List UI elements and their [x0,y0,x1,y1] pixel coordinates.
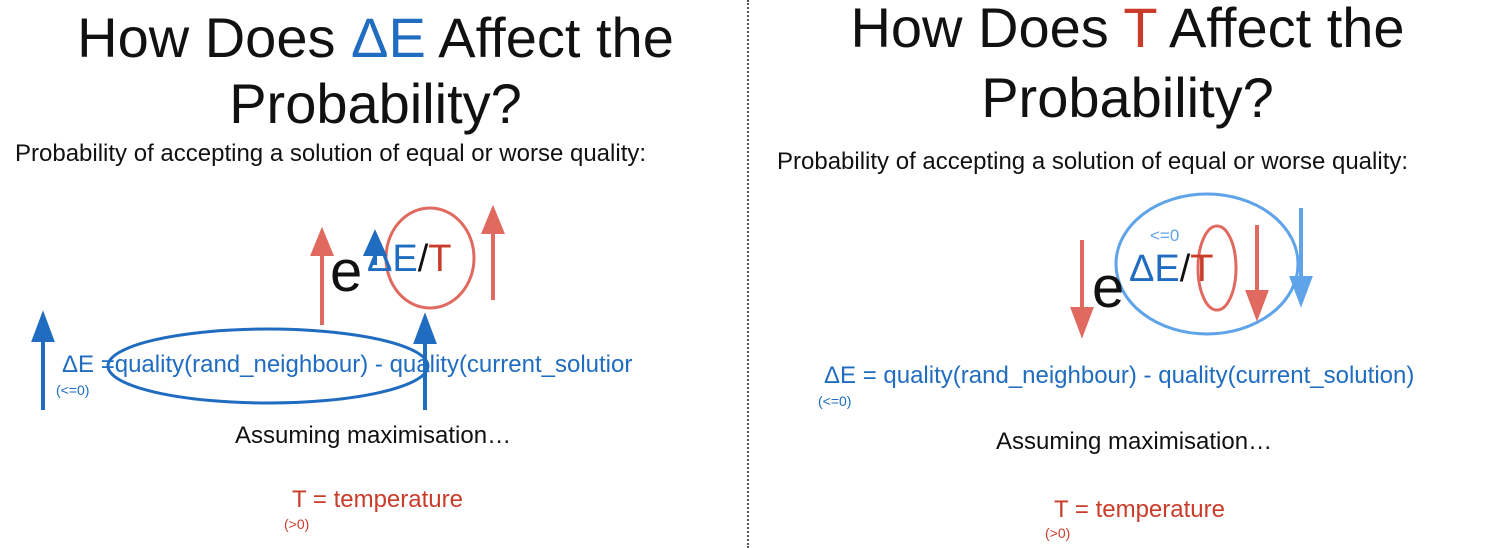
formula-neighbour-quality: quality(rand_neighbour) [114,351,369,378]
temperature-note: (>0) [284,516,310,532]
formula-current-quality: - quality(current_solutior [368,351,633,378]
assumption-text: Assuming maximisation… [235,422,512,449]
exponent-slash: / [1179,248,1191,290]
exponent-t: T [428,238,452,280]
delta-e-note: (<=0) [56,382,90,398]
exponential-base: e [1092,255,1125,320]
exponent-t: T [1190,248,1214,290]
slide-title: How Does T Affect the [752,0,1503,60]
delta-e-formula: ΔE =quality(rand_neighbour) - quality(cu… [62,351,632,379]
exponent-delta-e: ΔE [1129,248,1180,290]
exponent-note: <=0 [1150,226,1180,245]
right-slide: How Does T Affect the Probability? Proba… [752,0,1503,548]
slide-subtitle: Probability of accepting a solution of e… [15,140,647,167]
delta-e-note: (<=0) [818,393,852,409]
temperature-definition: T = temperature [292,486,463,513]
title-text: How Does [850,0,1124,59]
temperature-definition: T = temperature [1054,496,1225,523]
title-text: Affect the [425,6,674,69]
assumption-text: Assuming maximisation… [996,428,1273,455]
title-variable: T [1123,0,1157,59]
exponent-delta-e: ΔE [367,238,418,280]
temperature-note: (>0) [1045,525,1071,541]
exponent: ΔE/T [367,238,452,281]
panel-divider [747,0,749,548]
title-variable: ΔE [351,6,426,69]
title-text: How Does [77,6,352,69]
slide-title-line2: Probability? [229,72,522,135]
title-text: Affect the [1156,0,1405,59]
delta-e-formula: ΔE = quality(rand_neighbour) - quality(c… [824,362,1415,389]
exponent: ΔE/T [1129,248,1214,291]
slide-subtitle: Probability of accepting a solution of e… [777,148,1409,175]
exponent-slash: / [417,238,429,280]
left-slide: How Does ΔE Affect the Probability? Prob… [0,0,751,548]
formula-lhs: ΔE = [62,351,115,378]
slide-title: How Does ΔE Affect the [0,6,751,70]
exponential-base: e [330,239,363,304]
slide-title-line2: Probability? [981,66,1274,129]
